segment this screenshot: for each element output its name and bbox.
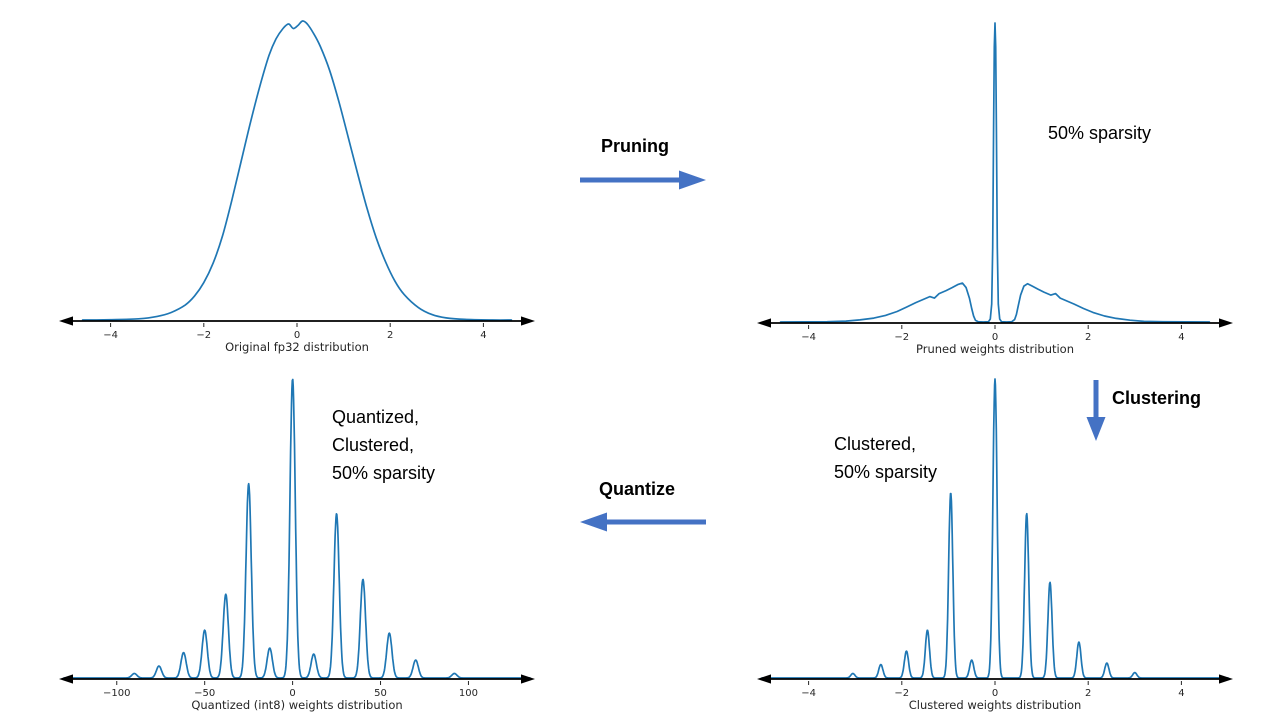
note-line: 50% sparsity bbox=[332, 463, 436, 483]
chart-pruned-weights-distribution: −4 −2 0 2 4 Pruned weights distribution bbox=[756, 8, 1234, 356]
clustering-arrow-down-icon bbox=[1086, 380, 1106, 441]
svg-text:−2: −2 bbox=[196, 330, 211, 341]
svg-text:50: 50 bbox=[374, 688, 387, 699]
svg-text:−4: −4 bbox=[801, 688, 816, 699]
svg-text:2: 2 bbox=[1085, 332, 1091, 343]
chart-clustered-weights-distribution: −4 −2 0 2 4 Clustered weights distribution bbox=[756, 364, 1234, 712]
svg-text:−2: −2 bbox=[894, 688, 909, 699]
svg-text:2: 2 bbox=[387, 330, 393, 341]
svg-text:0: 0 bbox=[992, 688, 998, 699]
quantize-label: Quantize bbox=[599, 479, 676, 499]
clustered-weights-distribution-svg: −4 −2 0 2 4 Clustered weights distribution bbox=[757, 378, 1233, 712]
note-line: Quantized, bbox=[332, 407, 420, 427]
chart-quantized-int8-weights-distribution: −100 −50 0 50 100 Quantized (int8) weights di… bbox=[58, 364, 536, 712]
pruning-arrow-right-icon bbox=[580, 170, 706, 190]
pruning-label: Pruning bbox=[601, 136, 669, 156]
svg-text:−4: −4 bbox=[801, 332, 816, 343]
chart-original-fp32-distribution: −4 −2 0 2 4 Original fp32 distribution bbox=[58, 6, 536, 354]
note-line: 50% sparsity bbox=[834, 462, 938, 482]
note-line: Clustered, bbox=[332, 435, 415, 455]
svg-text:4: 4 bbox=[480, 330, 486, 341]
svg-text:0: 0 bbox=[992, 332, 998, 343]
note-line: Clustered, bbox=[834, 434, 917, 454]
svg-text:2: 2 bbox=[1085, 688, 1091, 699]
clustering-label: Clustering bbox=[1112, 388, 1202, 408]
svg-text:0: 0 bbox=[294, 330, 300, 341]
quantize-arrow-left-icon bbox=[580, 512, 706, 532]
pruned-sparsity-note: 50% sparsity bbox=[1048, 119, 1151, 147]
note-line: 50% sparsity bbox=[1048, 123, 1152, 143]
svg-text:−4: −4 bbox=[103, 330, 118, 341]
clustered-sparsity-note: Clustered, 50% sparsity bbox=[834, 430, 937, 486]
svg-text:100: 100 bbox=[459, 688, 478, 699]
original-fp32-distribution-svg: −4 −2 0 2 4 Original fp32 distribution bbox=[59, 20, 535, 354]
quantized-sparsity-note: Quantized, Clustered, 50% sparsity bbox=[332, 403, 435, 487]
quantized-int8-weights-distribution-svg: −100 −50 0 50 100 Quantized (int8) weights di… bbox=[59, 378, 535, 712]
svg-text:Quantized (int8) weights distr: Quantized (int8) weights distribution bbox=[191, 698, 402, 712]
svg-text:Clustered weights distribution: Clustered weights distribution bbox=[909, 698, 1082, 712]
svg-text:Pruned weights distribution: Pruned weights distribution bbox=[916, 342, 1074, 356]
svg-text:Original fp32 distribution: Original fp32 distribution bbox=[225, 340, 369, 354]
svg-text:−50: −50 bbox=[194, 688, 215, 699]
svg-text:−2: −2 bbox=[894, 332, 909, 343]
pruned-weights-distribution-svg: −4 −2 0 2 4 Pruned weights distribution bbox=[757, 22, 1233, 356]
svg-text:4: 4 bbox=[1178, 332, 1184, 343]
svg-text:4: 4 bbox=[1178, 688, 1184, 699]
svg-text:−100: −100 bbox=[103, 688, 130, 699]
svg-text:0: 0 bbox=[289, 688, 295, 699]
